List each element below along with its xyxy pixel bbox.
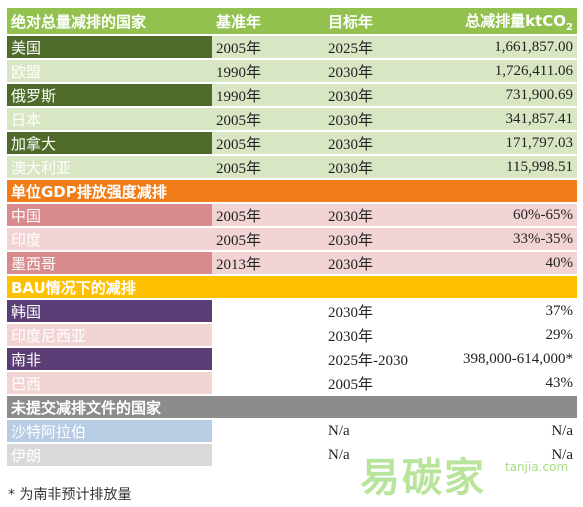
header-row: 绝对总量减排的国家 基准年 目标年 总减排量ktCO2 [7,8,577,34]
base-year-cell [212,420,324,442]
section-title: 单位GDP排放强度减排 [7,180,577,202]
table-row: 俄罗斯 1990年 2030年 731,900.69 [7,84,577,106]
table-row: 印度尼西亚 2030年 29% [7,324,577,346]
base-year-cell: 1990年 [212,84,324,106]
table-row: 加拿大 2005年 2030年 171,797.03 [7,132,577,154]
base-year-cell: 2005年 [212,132,324,154]
base-year-cell [212,444,324,466]
reduction-amount-cell: 341,857.41 [428,108,577,130]
reduction-amount-cell: 33%-35% [428,228,577,250]
table-row: 印度 2005年 2030年 33%-35% [7,228,577,250]
target-year-cell: 2030年 [324,108,428,130]
reduction-amount-cell: 171,797.03 [428,132,577,154]
base-year-cell: 1990年 [212,60,324,82]
base-year-cell [212,372,324,394]
country-cell: 美国 [7,36,212,58]
emission-table-body: 绝对总量减排的国家 基准年 目标年 总减排量ktCO2 美国 2005年 2025年… [7,8,577,466]
table-row: 沙特阿拉伯 N/a N/a [7,420,577,442]
reduction-amount-cell: 37% [428,300,577,322]
base-year-cell: 2005年 [212,228,324,250]
country-cell: 加拿大 [7,132,212,154]
table-row: 美国 2005年 2025年 1,661,857.00 [7,36,577,58]
table-row: 南非 2025年-2030 398,000-614,000* [7,348,577,370]
country-cell: 日本 [7,108,212,130]
watermark-logo: 易碳家 [360,455,486,501]
target-year-cell: 2030年 [324,300,428,322]
target-year-cell: 2005年 [324,372,428,394]
table-row: 日本 2005年 2030年 341,857.41 [7,108,577,130]
reduction-amount-cell: 43% [428,372,577,394]
base-year-cell: 2013年 [212,252,324,274]
header-target-year: 目标年 [324,8,428,34]
reduction-amount-cell: 1,661,857.00 [428,36,577,58]
section-header: 未提交减排文件的国家 [7,396,577,418]
reduction-amount-cell: 60%-65% [428,204,577,226]
reduction-amount-cell: N/a [428,444,577,466]
country-cell: 南非 [7,348,212,370]
reduction-amount-cell: 40% [428,252,577,274]
country-cell: 印度尼西亚 [7,324,212,346]
target-year-cell: 2030年 [324,60,428,82]
section-header: 单位GDP排放强度减排 [7,180,577,202]
country-cell: 巴西 [7,372,212,394]
country-cell: 韩国 [7,300,212,322]
reduction-amount-cell: 115,998.51 [428,156,577,178]
section-header: BAU情况下的减排 [7,276,577,298]
base-year-cell: 2005年 [212,156,324,178]
country-cell: 澳大利亚 [7,156,212,178]
target-year-cell: 2030年 [324,156,428,178]
watermark-url: tanjia.com [505,460,569,474]
base-year-cell [212,348,324,370]
target-year-cell: 2030年 [324,324,428,346]
country-cell: 墨西哥 [7,252,212,274]
reduction-amount-cell: 29% [428,324,577,346]
reduction-amount-cell: 398,000-614,000* [428,348,577,370]
target-year-cell: 2030年 [324,132,428,154]
target-year-cell: 2025年-2030 [324,348,428,370]
header-base-year: 基准年 [212,8,324,34]
reduction-amount-cell: 1,726,411.06 [428,60,577,82]
emission-table: 绝对总量减排的国家 基准年 目标年 总减排量ktCO2 美国 2005年 2025年… [7,6,577,468]
table-row: 巴西 2005年 43% [7,372,577,394]
country-cell: 中国 [7,204,212,226]
base-year-cell [212,324,324,346]
header-total-reduction-text: 总减排量ktCO [465,11,567,30]
table-row: 韩国 2030年 37% [7,300,577,322]
base-year-cell: 2005年 [212,36,324,58]
base-year-cell: 2005年 [212,108,324,130]
target-year-cell: 2030年 [324,252,428,274]
target-year-cell: 2030年 [324,204,428,226]
section-title: BAU情况下的减排 [7,276,577,298]
header-total-reduction-sub: 2 [566,21,573,33]
table-row: 中国 2005年 2030年 60%-65% [7,204,577,226]
target-year-cell: 2030年 [324,228,428,250]
base-year-cell: 2005年 [212,204,324,226]
country-cell: 印度 [7,228,212,250]
table-row: 伊朗 N/a N/a [7,444,577,466]
target-year-cell: 2025年 [324,36,428,58]
table-row: 墨西哥 2013年 2030年 40% [7,252,577,274]
country-cell: 伊朗 [7,444,212,466]
country-cell: 俄罗斯 [7,84,212,106]
table-row: 欧盟 1990年 2030年 1,726,411.06 [7,60,577,82]
target-year-cell: N/a [324,420,428,442]
reduction-amount-cell: 731,900.69 [428,84,577,106]
base-year-cell [212,300,324,322]
section-title: 未提交减排文件的国家 [7,396,577,418]
reduction-amount-cell: N/a [428,420,577,442]
country-cell: 沙特阿拉伯 [7,420,212,442]
target-year-cell: 2030年 [324,84,428,106]
header-total-reduction: 总减排量ktCO2 [428,8,577,34]
footnote: * 为南非预计排放量 [8,487,132,503]
table-row: 澳大利亚 2005年 2030年 115,998.51 [7,156,577,178]
country-cell: 欧盟 [7,60,212,82]
header-country: 绝对总量减排的国家 [7,8,212,34]
target-year-cell: N/a [324,444,428,466]
